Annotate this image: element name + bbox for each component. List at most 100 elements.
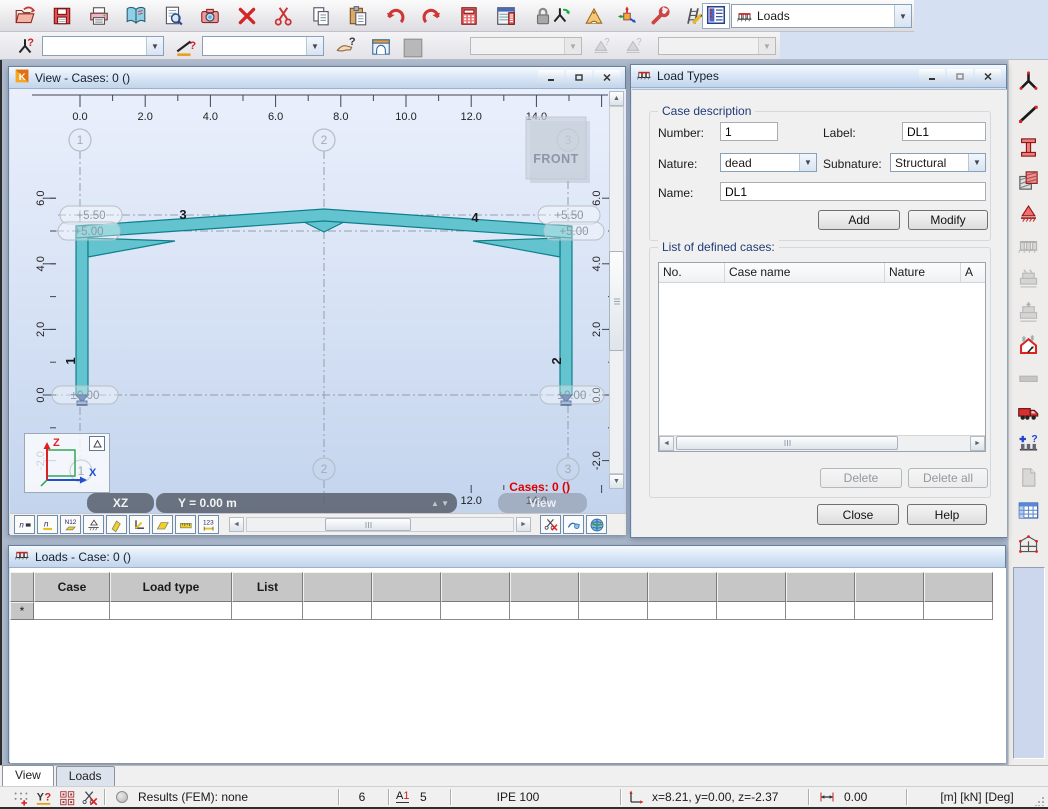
loads-column-load-type[interactable]: Load type bbox=[110, 572, 232, 602]
cut-icon[interactable] bbox=[271, 3, 297, 29]
calculator-icon[interactable] bbox=[456, 3, 482, 29]
loads-cell-empty[interactable] bbox=[855, 602, 924, 620]
defined-cases-list[interactable]: No. Case name Nature A ◄ ► bbox=[658, 262, 986, 452]
climate-loads-icon[interactable] bbox=[1015, 332, 1043, 358]
print-preview-icon[interactable] bbox=[160, 3, 186, 29]
loads-cell-empty[interactable] bbox=[924, 602, 993, 620]
preferences-tools-icon[interactable] bbox=[647, 3, 673, 29]
plane-step-arrows-icon[interactable]: ▲ ▼ bbox=[430, 498, 449, 508]
close-button[interactable] bbox=[594, 70, 620, 85]
measure-tools-icon[interactable] bbox=[581, 3, 607, 29]
dialog-restore-button[interactable] bbox=[947, 68, 973, 84]
undo-icon[interactable] bbox=[382, 3, 408, 29]
cases-column-A[interactable]: A bbox=[961, 263, 985, 282]
new-row-marker[interactable]: * bbox=[10, 602, 34, 620]
dialog-close-button[interactable] bbox=[975, 68, 1001, 84]
loads-column-blank-7[interactable] bbox=[510, 572, 579, 602]
redo-icon[interactable] bbox=[419, 3, 445, 29]
cases-scroll-left-icon[interactable]: ◄ bbox=[659, 436, 674, 451]
paste-icon[interactable] bbox=[345, 3, 371, 29]
loads-column-blank-5[interactable] bbox=[372, 572, 441, 602]
add-button[interactable]: Add bbox=[818, 210, 900, 230]
copy-icon[interactable] bbox=[308, 3, 334, 29]
case-list-icon[interactable] bbox=[702, 3, 730, 29]
delete-button[interactable]: Delete bbox=[820, 468, 902, 488]
loads-table-new-row[interactable]: * bbox=[10, 602, 1006, 620]
save-icon[interactable] bbox=[49, 3, 75, 29]
calculation-report-icon[interactable] bbox=[493, 3, 519, 29]
coordinate-system-widget[interactable]: 1 Z X bbox=[24, 433, 110, 493]
loads-cell-empty[interactable] bbox=[34, 602, 110, 620]
sketch-display-icon[interactable] bbox=[106, 515, 127, 534]
loads-cell-empty[interactable] bbox=[232, 602, 303, 620]
hscroll-thumb[interactable] bbox=[325, 518, 411, 531]
ruler-display-icon[interactable] bbox=[175, 515, 196, 534]
nodes-regenerate-icon[interactable] bbox=[548, 3, 574, 29]
loads-cell-empty[interactable] bbox=[579, 602, 648, 620]
loads-cell-empty[interactable] bbox=[441, 602, 510, 620]
bars-icon[interactable] bbox=[1015, 101, 1043, 127]
node-symbols-icon[interactable]: n bbox=[37, 515, 58, 534]
view-manager-icon[interactable] bbox=[368, 34, 394, 60]
tab-loads[interactable]: Loads bbox=[55, 766, 115, 786]
chevron-down-icon[interactable]: ▼ bbox=[894, 5, 911, 27]
name-field[interactable] bbox=[720, 182, 986, 201]
loads-cell-empty[interactable] bbox=[648, 602, 717, 620]
loads-column-blank-11[interactable] bbox=[786, 572, 855, 602]
modify-button[interactable]: Modify bbox=[908, 210, 988, 230]
screen-capture-icon[interactable] bbox=[197, 3, 223, 29]
open-project-icon[interactable] bbox=[12, 3, 38, 29]
plane-position-bar[interactable]: Y = 0.00 m ▲ ▼ bbox=[156, 493, 457, 513]
cases-column-Nature[interactable]: Nature bbox=[885, 263, 961, 282]
moving-loads-icon[interactable] bbox=[1015, 398, 1043, 424]
bar-descriptions-icon[interactable]: N12 bbox=[60, 515, 81, 534]
help-button[interactable]: Help bbox=[907, 504, 987, 525]
supports-icon[interactable] bbox=[1015, 200, 1043, 226]
section-shape-display-icon[interactable] bbox=[152, 515, 173, 534]
axis-popup-button[interactable] bbox=[89, 436, 105, 451]
loads-column-blank-10[interactable] bbox=[717, 572, 786, 602]
loads-table[interactable]: Case Load type List * bbox=[10, 568, 1006, 763]
tab-view[interactable]: View bbox=[2, 765, 54, 786]
loads-column-case[interactable]: Case bbox=[34, 572, 110, 602]
loads-table-titlebar[interactable]: Loads - Case: 0 () bbox=[9, 546, 1005, 568]
delete-all-button[interactable]: Delete all bbox=[908, 468, 988, 488]
layout-blocks-icon[interactable] bbox=[56, 789, 77, 806]
restore-button[interactable] bbox=[566, 70, 592, 85]
structure-view-canvas[interactable]: 1 1 2 2 3 3 0.0 2.0 4.0 6.0 8.0 10.0 12.0 1 4.0 6.0 6.0… bbox=[10, 89, 626, 513]
loads-column-blank-12[interactable] bbox=[855, 572, 924, 602]
select-pointer-icon[interactable]: ? bbox=[332, 34, 358, 60]
loads-column-blank-4[interactable] bbox=[303, 572, 372, 602]
loads-column-blank-9[interactable] bbox=[648, 572, 717, 602]
loads-cell-empty[interactable] bbox=[510, 602, 579, 620]
loads-cell-empty[interactable] bbox=[303, 602, 372, 620]
loads-column-blank-6[interactable] bbox=[441, 572, 510, 602]
load-types-titlebar[interactable]: Load Types bbox=[631, 65, 1006, 88]
render-view-icon[interactable] bbox=[586, 515, 607, 534]
load-combinations-icon[interactable]: ? bbox=[1015, 431, 1043, 457]
loads-cell-empty[interactable] bbox=[110, 602, 232, 620]
loads-column-blank-13[interactable] bbox=[924, 572, 993, 602]
subnature-dropdown[interactable]: Structural ▼ bbox=[890, 153, 986, 172]
cases-scroll-thumb[interactable] bbox=[676, 436, 898, 450]
attributes-display-icon[interactable]: Y? bbox=[33, 789, 54, 806]
snap-settings-icon[interactable] bbox=[10, 789, 31, 806]
node-numbers-icon[interactable]: n bbox=[14, 515, 35, 534]
cases-scroll-right-icon[interactable]: ► bbox=[970, 436, 985, 451]
loads-cell-empty[interactable] bbox=[717, 602, 786, 620]
loads-column-blank-8[interactable] bbox=[579, 572, 648, 602]
local-axes-display-icon[interactable] bbox=[129, 515, 150, 534]
loads-cell-empty[interactable] bbox=[372, 602, 441, 620]
hscroll-right-icon[interactable]: ► bbox=[516, 517, 531, 532]
node-selection-input[interactable]: ▼ bbox=[42, 36, 164, 56]
cut-planes-off-icon[interactable] bbox=[79, 789, 100, 806]
print-composition-icon[interactable] bbox=[123, 3, 149, 29]
frame-view-icon[interactable] bbox=[1015, 530, 1043, 556]
delete-icon[interactable] bbox=[234, 3, 260, 29]
cases-column-Case name[interactable]: Case name bbox=[725, 263, 885, 282]
scroll-thumb[interactable] bbox=[609, 251, 624, 351]
dialog-minimize-button[interactable] bbox=[919, 68, 945, 84]
dimension-display-icon[interactable]: 123 bbox=[198, 515, 219, 534]
loads-column-list[interactable]: List bbox=[232, 572, 303, 602]
nodes-icon[interactable] bbox=[1015, 68, 1043, 94]
